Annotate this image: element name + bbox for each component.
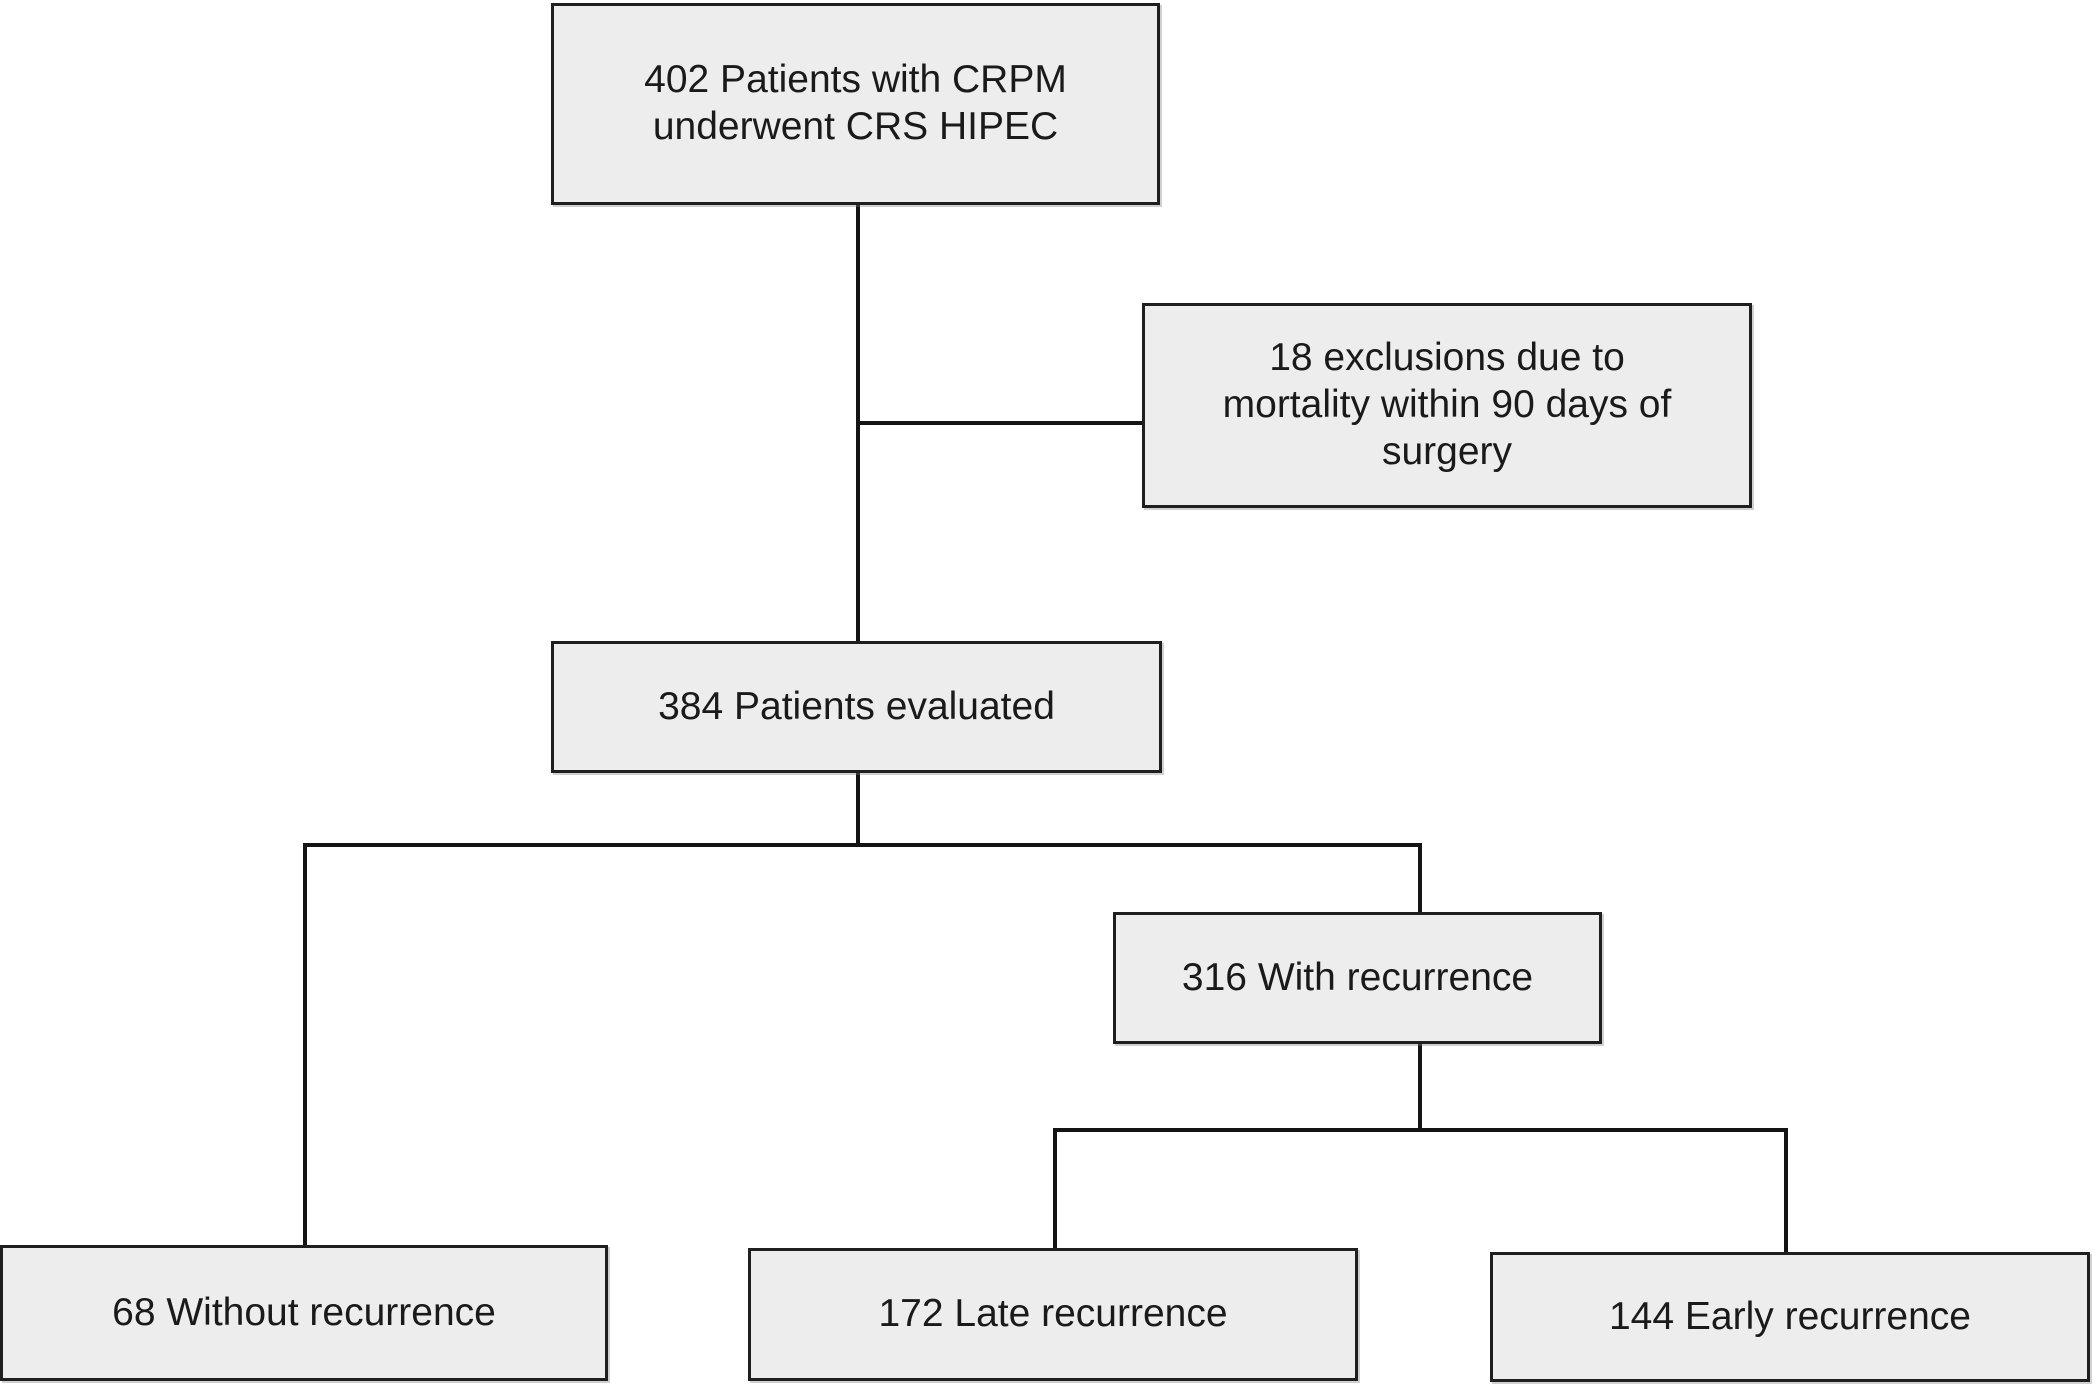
connector-branch-to-without-recurrence <box>303 843 307 1247</box>
node-late-recurrence-label: 172 Late recurrence <box>878 1292 1228 1336</box>
connector-evaluated-to-branch <box>856 773 860 847</box>
connector-branch2-to-late <box>1053 1128 1057 1250</box>
connector-to-exclusions <box>856 421 1144 425</box>
node-without-recurrence: 68 Without recurrence <box>0 1245 608 1381</box>
node-late-recurrence: 172 Late recurrence <box>748 1248 1358 1381</box>
node-with-recurrence: 316 With recurrence <box>1113 912 1602 1044</box>
node-evaluated-label: 384 Patients evaluated <box>658 684 1055 728</box>
node-exclusions: 18 exclusions due to mortality within 90… <box>1142 303 1752 508</box>
node-exclusions-label: 18 exclusions due to mortality within 90… <box>1222 336 1672 473</box>
node-early-recurrence: 144 Early recurrence <box>1490 1252 2090 1382</box>
connector-branch-to-with-recurrence <box>1418 843 1422 914</box>
connector-branch2-to-early <box>1784 1128 1788 1254</box>
node-evaluated: 384 Patients evaluated <box>551 641 1162 773</box>
node-total-patients: 402 Patients with CRPM underwent CRS HIP… <box>551 3 1160 205</box>
branch1-horizontal <box>303 843 1422 847</box>
node-without-recurrence-label: 68 Without recurrence <box>112 1290 496 1334</box>
node-with-recurrence-label: 316 With recurrence <box>1181 955 1534 999</box>
connector-with-recurrence-to-branch2 <box>1418 1044 1422 1132</box>
node-total-patients-label: 402 Patients with CRPM underwent CRS HIP… <box>644 58 1067 148</box>
branch2-horizontal <box>1053 1128 1788 1132</box>
node-early-recurrence-label: 144 Early recurrence <box>1608 1294 1971 1338</box>
